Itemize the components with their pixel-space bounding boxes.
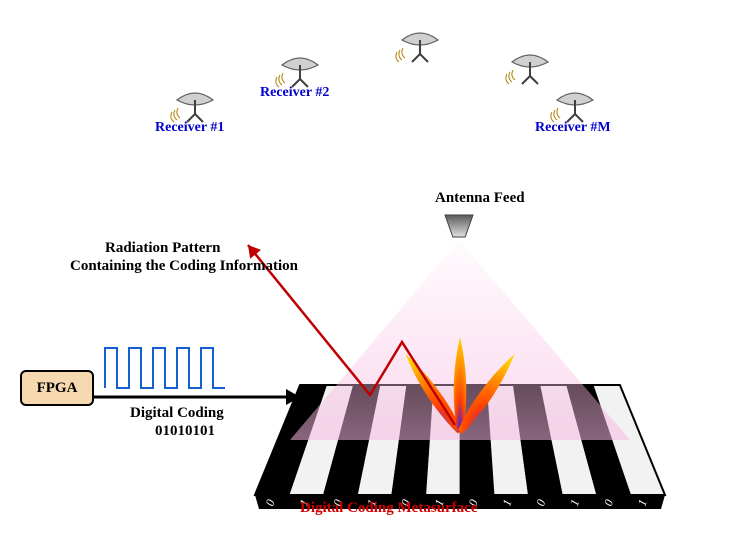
digital-waveform bbox=[105, 348, 225, 388]
receiver-icon bbox=[551, 93, 593, 122]
receiver-icon bbox=[276, 58, 318, 87]
antenna-feed-label: Antenna Feed bbox=[435, 190, 525, 207]
antenna-feed-icon bbox=[445, 215, 473, 237]
digital-coding-bits: 01010101 bbox=[155, 423, 215, 440]
receiver-icon bbox=[396, 33, 438, 62]
receiver-m-label: Receiver #M bbox=[535, 120, 611, 136]
receiver-icon bbox=[506, 55, 548, 84]
receiver-2-label: Receiver #2 bbox=[260, 85, 329, 101]
radiation-pattern-line1: Radiation Pattern bbox=[105, 240, 220, 257]
receiver-1-label: Receiver #1 bbox=[155, 120, 224, 136]
radiation-pattern-line2: Containing the Coding Information bbox=[70, 258, 298, 275]
digital-coding-label: Digital Coding bbox=[130, 405, 224, 422]
fpga-label: FPGA bbox=[37, 380, 78, 397]
receiver-icon bbox=[171, 93, 213, 122]
metasurface-label: Digital Coding Metasurface bbox=[300, 500, 477, 517]
fpga-block: FPGA bbox=[20, 370, 94, 406]
